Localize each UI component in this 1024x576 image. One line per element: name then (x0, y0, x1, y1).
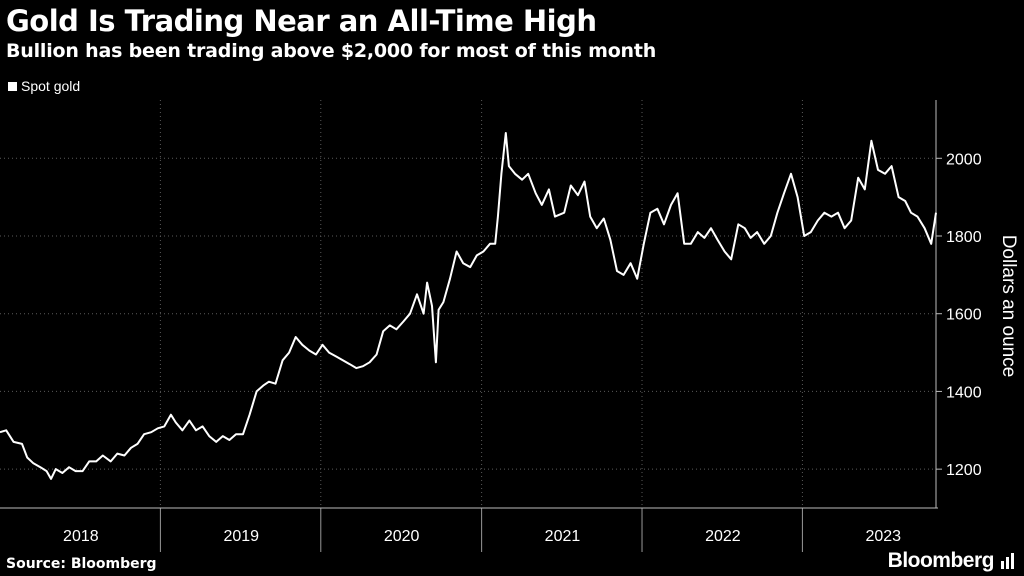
legend: Spot gold (8, 78, 80, 94)
gridlines (0, 100, 936, 508)
y-tick-label-2000: 2000 (946, 151, 982, 168)
y-tick-label-1400: 1400 (946, 384, 982, 401)
chart-title: Gold Is Trading Near an All-Time High (6, 4, 597, 38)
x-tick-label-2018: 2018 (63, 528, 99, 545)
legend-label-spot-gold: Spot gold (21, 78, 81, 94)
axes (0, 100, 942, 552)
series-line-0 (0, 132, 937, 480)
x-tick-label-2019: 2019 (223, 528, 259, 545)
x-tick-label-2022: 2022 (705, 528, 741, 545)
y-axis-ticks: 1200 1400 1600 1800 2000 (946, 151, 982, 479)
legend-swatch-spot-gold (8, 81, 17, 91)
chart-subtitle: Bullion has been trading above $2,000 fo… (6, 40, 657, 62)
x-tick-label-2020: 2020 (384, 528, 420, 545)
y-axis-label: Dollars an ounce (998, 235, 1019, 378)
y-tick-label-1600: 1600 (946, 307, 982, 324)
x-tick-label-2021: 2021 (545, 528, 581, 545)
source-note: Source: Bloomberg (6, 556, 157, 572)
brand-logo-text: Bloomberg (887, 549, 995, 572)
x-axis-ticks: 2018 2019 2020 2021 2022 2023 (63, 528, 901, 545)
series-layer (0, 132, 937, 480)
y-tick-label-1800: 1800 (946, 229, 982, 246)
x-tick-label-2023: 2023 (865, 528, 901, 545)
bloomberg-mark-icon (1001, 553, 1014, 569)
y-tick-label-1200: 1200 (946, 462, 982, 479)
